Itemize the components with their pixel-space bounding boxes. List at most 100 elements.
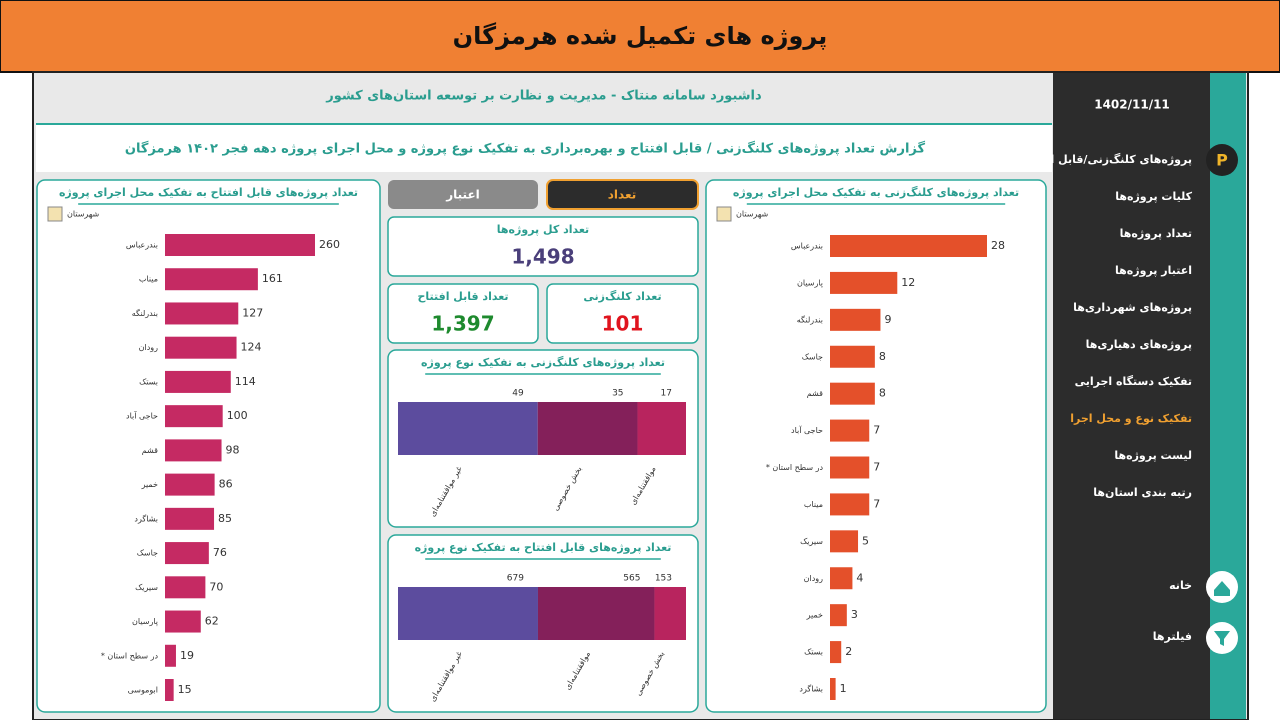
bar bbox=[830, 567, 853, 590]
value-label: 161 bbox=[262, 272, 283, 285]
category-label: بشاگرد bbox=[799, 684, 823, 694]
value-label: 86 bbox=[219, 478, 233, 491]
category-label: میناب bbox=[139, 275, 158, 284]
menu-item[interactable]: تفکیک دستگاه اجرایی bbox=[1075, 375, 1192, 388]
kpi-value: 1,397 bbox=[431, 312, 494, 336]
bar bbox=[165, 610, 201, 633]
value-label: 19 bbox=[180, 649, 194, 662]
axis-label: شهرستان bbox=[67, 210, 100, 219]
value-label: 127 bbox=[242, 306, 263, 319]
value-label: 85 bbox=[218, 512, 232, 525]
kpi-label: تعداد کل پروژه‌ها bbox=[497, 223, 589, 236]
bar-segment bbox=[537, 587, 655, 640]
category-label: پارسیان bbox=[797, 278, 823, 287]
header-subtitle: گزارش تعداد پروژه‌های کلنگ‌زنی / قابل اف… bbox=[125, 141, 926, 157]
value-label: 4 bbox=[856, 571, 863, 584]
bar bbox=[165, 507, 215, 530]
header-title: داشبورد سامانه منتاک - مدیریت و نظارت بر… bbox=[325, 89, 762, 104]
bar-segment bbox=[398, 587, 538, 640]
category-label: قشم bbox=[807, 389, 823, 398]
bar bbox=[165, 439, 222, 462]
bar bbox=[165, 336, 237, 359]
value-label: 2 bbox=[845, 645, 852, 658]
kpi-card bbox=[546, 283, 699, 344]
bar bbox=[830, 308, 881, 331]
category-label: رودان bbox=[139, 343, 159, 352]
menu-item[interactable]: پروژه‌های شهرداری‌ها bbox=[1073, 301, 1192, 314]
value-label: 5 bbox=[862, 534, 869, 547]
value-label: 1 bbox=[840, 682, 847, 695]
toggle-label: تعداد bbox=[608, 188, 636, 202]
value-label: 62 bbox=[205, 615, 219, 628]
toggle-button[interactable] bbox=[388, 180, 538, 209]
chart-title: تعداد پروژه‌های کلنگ‌زنی به تفکیک نوع پر… bbox=[421, 355, 665, 369]
kpi-card bbox=[387, 216, 699, 277]
category-label: میناب bbox=[804, 500, 823, 509]
menu-item[interactable]: اعتبار پروژه‌ها bbox=[1115, 264, 1192, 277]
value-label: 76 bbox=[213, 546, 227, 559]
bar-segment bbox=[637, 402, 686, 455]
drill-icon[interactable] bbox=[716, 206, 732, 222]
menu-item[interactable]: کلیات پروژه‌ها bbox=[1115, 190, 1192, 203]
value-label: 35 bbox=[612, 389, 623, 399]
kpi-label: تعداد قابل افتتاح bbox=[417, 290, 508, 303]
bar bbox=[830, 382, 875, 405]
menu-item[interactable]: رتبه بندی استان‌ها bbox=[1093, 486, 1192, 499]
bar bbox=[165, 542, 209, 565]
bar bbox=[830, 604, 847, 627]
value-label: 98 bbox=[226, 443, 240, 456]
bar bbox=[830, 235, 987, 257]
drill-icon[interactable] bbox=[47, 206, 63, 222]
bar-segment bbox=[654, 587, 686, 640]
category-label: قشم bbox=[142, 446, 158, 455]
value-label: 7 bbox=[873, 497, 880, 510]
banner-title: پروژه های تکمیل شده هرمزگان bbox=[453, 22, 828, 50]
date: 1402/11/11 bbox=[1094, 98, 1170, 112]
value-label: 124 bbox=[241, 341, 262, 354]
bar-segment bbox=[537, 402, 638, 455]
home-glyph bbox=[1214, 581, 1230, 596]
axis-label: شهرستان bbox=[736, 210, 769, 219]
category-label: بستک bbox=[139, 377, 158, 386]
kpi-card bbox=[387, 283, 539, 344]
menu-item[interactable]: تفکیک نوع و محل اجرا bbox=[1070, 412, 1192, 425]
bar bbox=[830, 530, 859, 553]
value-label: 7 bbox=[873, 424, 880, 437]
menu-item[interactable]: فیلترها bbox=[1153, 630, 1192, 643]
value-label: 28 bbox=[991, 239, 1005, 252]
value-label: 3 bbox=[851, 608, 858, 621]
bar bbox=[830, 419, 870, 442]
category-label: بندرلنگه bbox=[797, 314, 823, 324]
bar bbox=[830, 641, 842, 664]
menu-item[interactable]: پروژه‌های کلنگ‌زنی/قابل افتتاح bbox=[1022, 152, 1192, 166]
icon bbox=[1206, 144, 1238, 176]
toggle-button[interactable] bbox=[546, 179, 699, 210]
value-label: 7 bbox=[873, 461, 880, 474]
bar bbox=[165, 473, 215, 496]
menu-item[interactable]: لیست پروژه‌ها bbox=[1114, 449, 1192, 462]
category-label: جاسک bbox=[137, 549, 158, 558]
sidebar bbox=[1053, 73, 1210, 719]
value-label: 153 bbox=[655, 574, 672, 584]
kpi-value: 1,498 bbox=[511, 245, 574, 269]
bar bbox=[165, 576, 206, 599]
value-label: 15 bbox=[178, 683, 192, 696]
menu-item[interactable]: پروژه‌های دهیاری‌ها bbox=[1086, 338, 1192, 351]
bar bbox=[165, 234, 315, 256]
category-label: ابوموسی bbox=[128, 686, 158, 695]
chart-panel bbox=[705, 179, 1047, 713]
category-label: بستک bbox=[804, 648, 823, 657]
category-label: خمیر bbox=[141, 480, 158, 489]
value-label: 100 bbox=[227, 409, 248, 422]
value-label: 17 bbox=[661, 389, 672, 399]
category-label: بندرعباس bbox=[126, 241, 158, 250]
value-label: 679 bbox=[507, 574, 524, 584]
category-label: * در سطح استان bbox=[766, 463, 824, 472]
menu-item[interactable]: تعداد پروژه‌ها bbox=[1120, 227, 1192, 240]
filter-glyph bbox=[1214, 631, 1230, 646]
category-label: بندرلنگه bbox=[132, 308, 158, 318]
menu-item[interactable]: خانه bbox=[1169, 579, 1192, 592]
subtitle-bar bbox=[36, 124, 1052, 172]
